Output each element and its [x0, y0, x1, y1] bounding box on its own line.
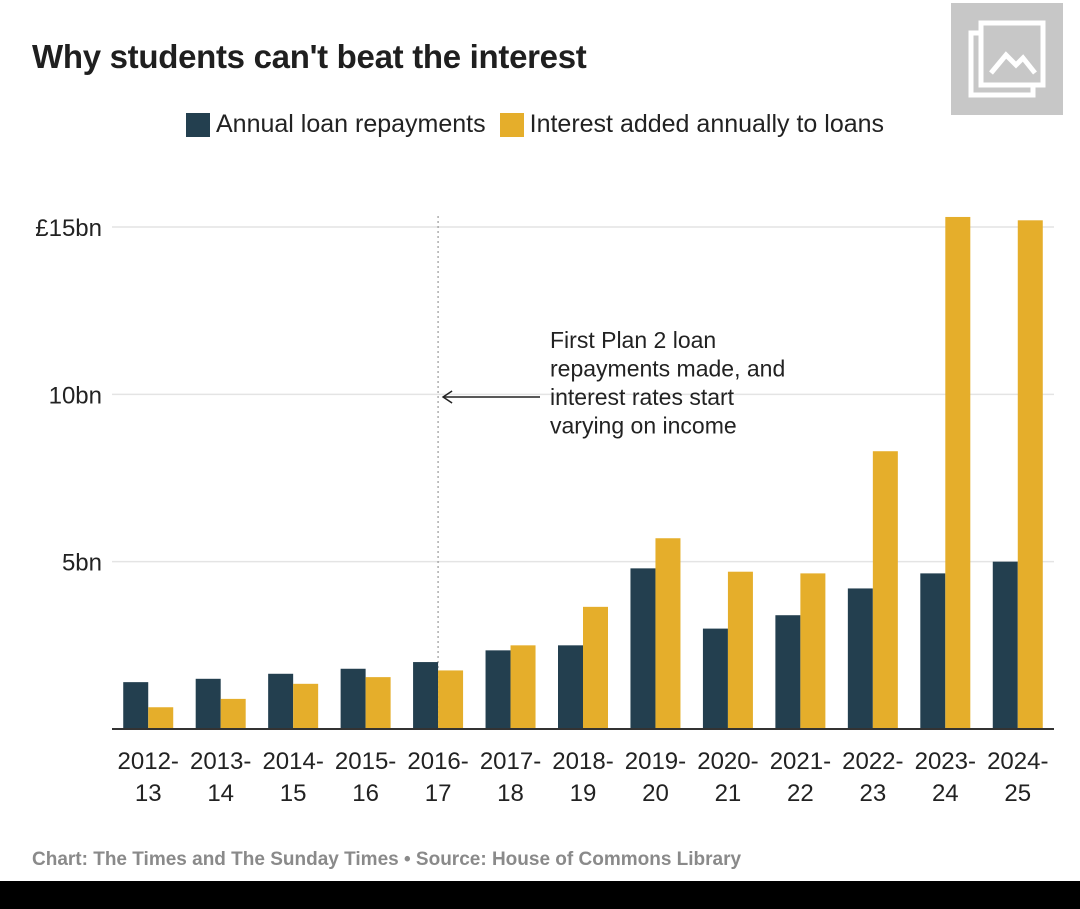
bar-repayments [123, 682, 149, 729]
y-tick-label: £15bn [35, 215, 102, 242]
bar-repayments [558, 645, 583, 729]
x-tick-label: 2019- [625, 748, 686, 775]
bar-interest [1017, 220, 1043, 729]
bar-interest [655, 538, 681, 729]
legend-item-repayments: Annual loan repayments [186, 110, 486, 139]
x-tick-label: 2017- [480, 748, 541, 775]
x-tick-label: 2024- [987, 748, 1048, 775]
bar-repayments [702, 628, 728, 729]
image-gallery-icon[interactable] [951, 3, 1063, 115]
x-tick-label: 2018- [552, 748, 613, 775]
bar-interest [510, 645, 536, 729]
legend-item-interest: Interest added annually to loans [499, 110, 885, 139]
bar-interest [148, 707, 174, 729]
bar-repayments [775, 615, 801, 729]
x-tick-label: 2013- [190, 748, 251, 775]
x-tick-label: 22 [787, 780, 814, 807]
legend-swatch-repayments [186, 112, 210, 137]
annotation-text-line: First Plan 2 loan [550, 327, 716, 353]
x-tick-label: 15 [280, 780, 307, 807]
x-tick-label: 13 [135, 780, 162, 807]
bar-repayments [992, 561, 1018, 729]
x-tick-label: 21 [715, 780, 742, 807]
x-tick-label: 2020- [697, 748, 758, 775]
x-tick-label: 2023- [915, 748, 976, 775]
annotation-text-line: repayments made, and [550, 356, 785, 382]
x-tick-label: 23 [859, 780, 886, 807]
chart-legend: Annual loan repayments Interest added an… [186, 110, 898, 139]
bar-interest [872, 451, 898, 729]
bottom-bar [0, 881, 1080, 909]
y-tick-label: 10bn [49, 382, 102, 409]
bar-repayments [195, 678, 221, 729]
chart-source-footer: Chart: The Times and The Sunday Times • … [32, 849, 742, 870]
x-tick-label: 2022- [842, 748, 903, 775]
x-tick-label: 14 [207, 780, 234, 807]
bar-repayments [413, 662, 439, 729]
bar-repayments [268, 673, 294, 729]
y-tick-label: 5bn [62, 550, 102, 577]
x-tick-label: 19 [570, 780, 597, 807]
x-tick-label: 18 [497, 780, 524, 807]
bar-interest [293, 683, 319, 729]
x-tick-label: 2012- [118, 748, 179, 775]
x-tick-label: 24 [932, 780, 959, 807]
x-tick-label: 20 [642, 780, 669, 807]
legend-label-interest: Interest added annually to loans [529, 110, 885, 138]
x-tick-label: 16 [352, 780, 379, 807]
legend-label-repayments: Annual loan repayments [216, 110, 486, 138]
x-tick-label: 2015- [335, 748, 396, 775]
bar-interest [945, 216, 971, 729]
bar-repayments [485, 650, 511, 729]
bar-interest [438, 670, 464, 729]
chart-title: Why students can't beat the interest [32, 38, 587, 75]
bar-interest [800, 573, 826, 729]
x-tick-label: 2021- [770, 748, 831, 775]
bar-repayments [847, 588, 873, 729]
bar-interest [365, 677, 391, 729]
annotation-text-line: varying on income [550, 413, 737, 439]
bar-interest [583, 606, 608, 729]
bar-repayments [630, 568, 656, 729]
legend-swatch-interest [499, 112, 524, 137]
bar-repayments [920, 573, 946, 729]
x-tick-label: 2016- [407, 748, 468, 775]
annotation-arrowhead [441, 390, 453, 404]
bar-interest [220, 698, 246, 729]
bar-chart: £15bn 10bn 5bn 2012- 13 2013- 14 2014- 15 2015- 16… [35, 215, 1054, 807]
x-tick-label: 17 [425, 780, 452, 807]
x-tick-label: 2014- [262, 748, 323, 775]
bar-interest [727, 571, 753, 729]
annotation-text-line: interest rates start [550, 384, 735, 410]
x-tick-label: 25 [1004, 780, 1031, 807]
bar-repayments [340, 668, 366, 729]
